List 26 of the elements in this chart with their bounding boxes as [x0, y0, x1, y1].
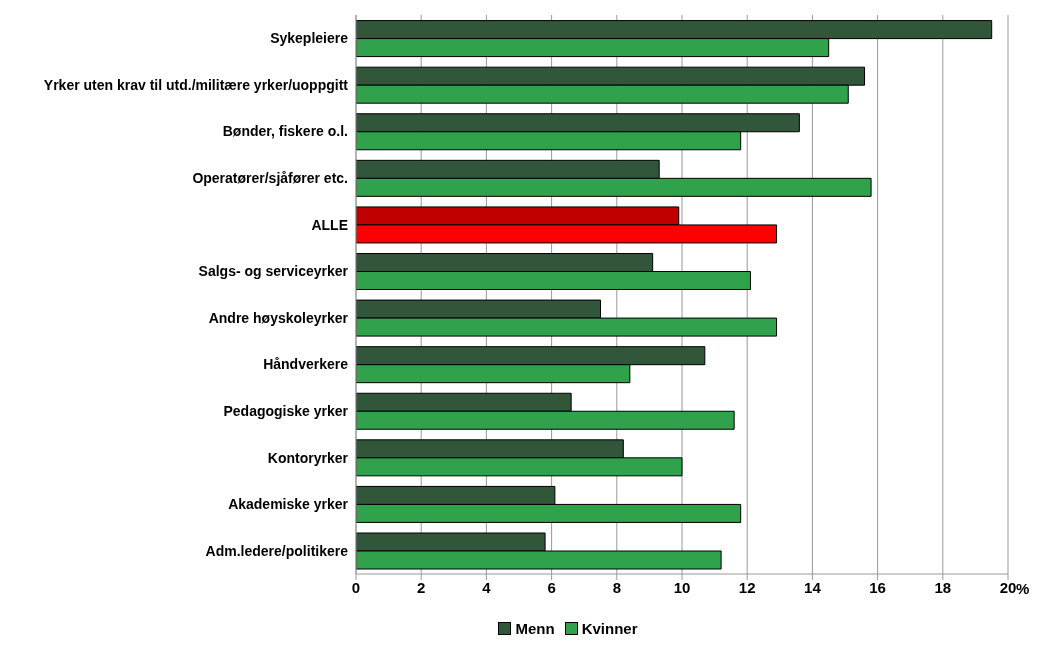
y-tick-label: Adm.ledere/politikere	[205, 542, 349, 559]
y-tick-label: Sykepleiere	[270, 30, 349, 47]
y-tick-label: Yrker uten krav til utd./militære yrker/uoppgitt	[43, 76, 349, 93]
y-tick-label: Andre høyskoleyrker	[208, 309, 349, 326]
x-axis-title: %	[1016, 580, 1030, 597]
x-tick-label: 14	[804, 578, 822, 596]
y-tick-label: ALLE	[311, 216, 348, 233]
x-tick-label: 18	[934, 578, 952, 596]
y-tick-label: Kontoryrker	[267, 449, 349, 466]
x-tick-label: 8	[612, 578, 621, 596]
y-tick-label: Salgs- og serviceyrker	[198, 263, 349, 280]
x-tick-label: 4	[482, 578, 492, 596]
x-tick-label: 0	[351, 578, 361, 596]
x-tick-label: 20	[999, 578, 1017, 596]
y-tick-label: Håndverkere	[263, 356, 349, 373]
x-tick-label: 10	[673, 578, 691, 596]
x-tick-label: 6	[547, 578, 556, 596]
x-tick-label: 12	[738, 578, 756, 596]
y-tick-label: Pedagogiske yrker	[223, 402, 349, 419]
x-tick-label: 2	[417, 578, 426, 596]
y-tick-label: Operatører/sjåfører etc.	[192, 170, 348, 187]
x-tick-label: 16	[869, 578, 886, 596]
legend-label: Kvinner	[580, 620, 638, 637]
legend-label: Menn	[514, 620, 555, 637]
y-tick-label: Akademiske yrker	[228, 496, 349, 513]
y-tick-label: Bønder, fiskere o.l.	[222, 123, 348, 140]
